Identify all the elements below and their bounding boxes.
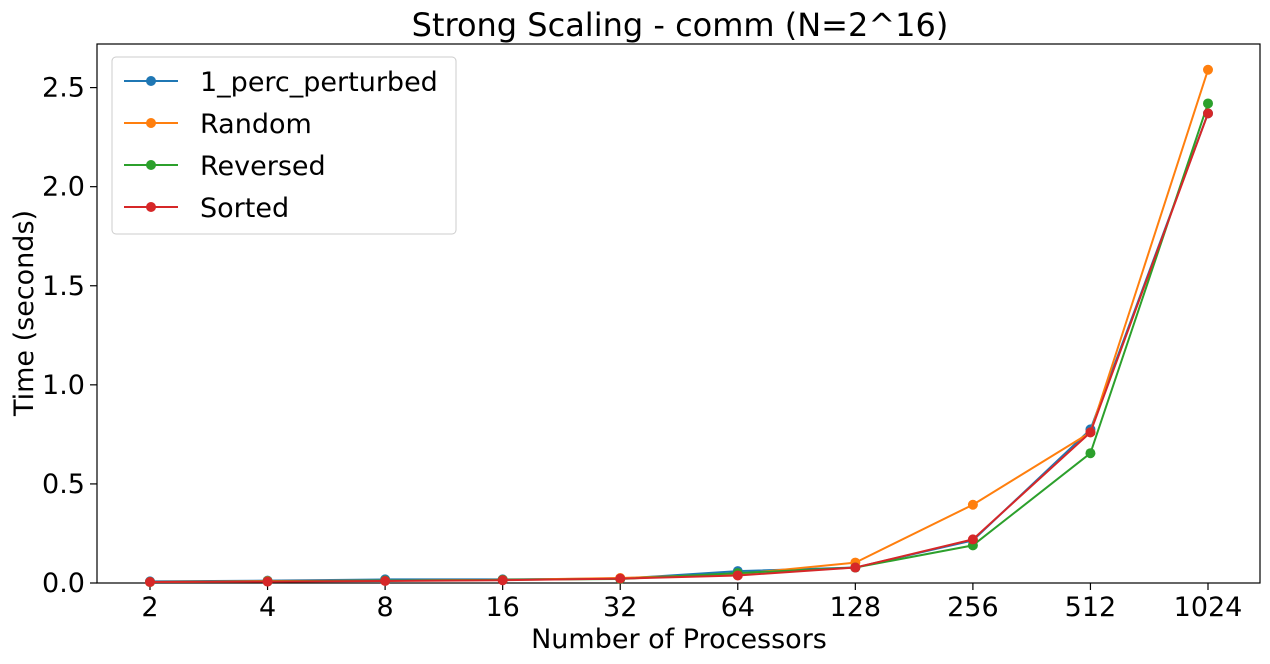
y-axis: 0.0 0.5 1.0 1.5 2.0 2.5 [42,73,97,599]
data-point [497,575,508,586]
y-tick-label: 2.5 [42,73,85,104]
legend-label: Reversed [200,151,326,182]
legend-swatch-marker [146,160,156,170]
chart-title: Strong Scaling - comm (N=2^16) [412,6,949,44]
series-line [149,113,1209,584]
data-point [1085,427,1096,438]
y-tick-label: 1.0 [42,370,85,401]
data-point [1203,64,1213,75]
data-point [615,573,626,584]
x-tick-label: 16 [485,592,519,623]
y-axis-label: Time (seconds) [9,210,40,417]
y-tick-label: 1.5 [42,271,85,302]
data-point [850,562,861,573]
data-point [967,499,978,510]
x-tick-label: 256 [947,592,999,623]
legend-swatch-marker [146,76,156,86]
x-axis: 2 4 8 16 32 64 128 256 512 1024 [141,583,1242,623]
legend-swatch-marker [146,202,156,212]
series-sorted [145,108,1213,588]
x-tick-label: 1024 [1174,592,1243,623]
data-point [262,576,273,587]
x-tick-label: 8 [377,592,394,623]
x-tick-label: 512 [1065,592,1117,623]
x-tick-label: 32 [603,592,637,623]
y-tick-label: 2.0 [42,172,85,203]
data-point [1203,108,1213,119]
x-tick-label: 64 [721,592,755,623]
plot-area [96,43,1261,584]
data-point [1085,448,1096,459]
legend-label: 1_perc_perturbed [200,67,438,98]
data-point [380,576,391,587]
data-point [967,534,978,545]
data-point [145,577,155,588]
data-point [732,570,743,581]
y-tick-label: 0.0 [42,568,85,599]
legend-label: Random [200,109,312,140]
x-tick-label: 4 [259,592,276,623]
x-tick-label: 128 [830,592,882,623]
legend-swatch-marker [146,118,156,128]
series-layer [145,64,1213,588]
x-tick-label: 2 [141,592,158,623]
legend-box [111,56,457,235]
data-point [1203,98,1213,109]
legend-label: Sorted [200,193,289,224]
x-axis-label: Number of Processors [531,624,827,655]
y-tick-label: 0.5 [42,469,85,500]
legend: 1_perc_perturbed Random Reversed Sorted [111,56,457,235]
